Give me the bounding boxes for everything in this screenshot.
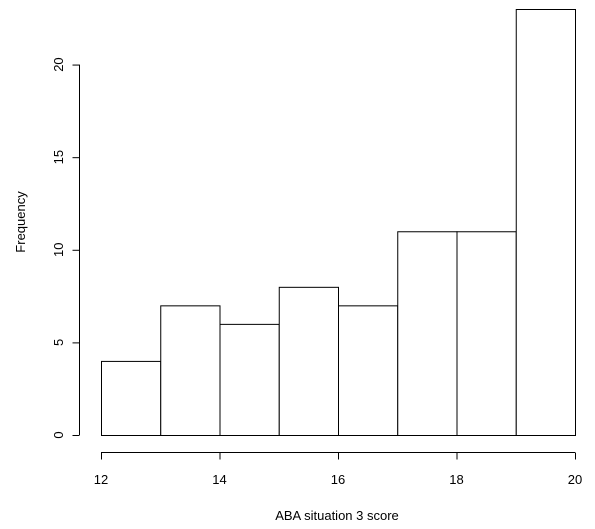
y-tick-label: 5	[51, 339, 66, 346]
histogram-bar-4	[278, 286, 339, 436]
x-tick-label: 12	[94, 472, 108, 487]
histogram-bar-3	[219, 323, 280, 436]
y-axis-label: Frequency	[13, 191, 28, 253]
histogram-bar-6	[397, 231, 458, 436]
histogram-bar-2	[160, 305, 221, 437]
histogram-bar-8	[515, 9, 576, 436]
y-tick-label: 10	[51, 243, 66, 257]
histogram-bar-1	[101, 360, 162, 437]
histogram-bar-5	[338, 305, 399, 437]
x-axis: 12 14 16 18 20	[94, 452, 582, 487]
bars	[101, 9, 576, 437]
x-tick-label: 16	[331, 472, 345, 487]
y-tick-label: 0	[51, 431, 66, 438]
y-tick-label: 20	[51, 57, 66, 71]
histogram-bar-7	[456, 231, 517, 436]
y-tick-label: 15	[51, 150, 66, 164]
x-tick-label: 20	[568, 472, 582, 487]
x-tick-label: 18	[449, 472, 463, 487]
y-axis: 0 5 10 15 20	[51, 57, 80, 439]
x-tick-label: 14	[212, 472, 226, 487]
x-axis-label: ABA situation 3 score	[275, 508, 399, 523]
